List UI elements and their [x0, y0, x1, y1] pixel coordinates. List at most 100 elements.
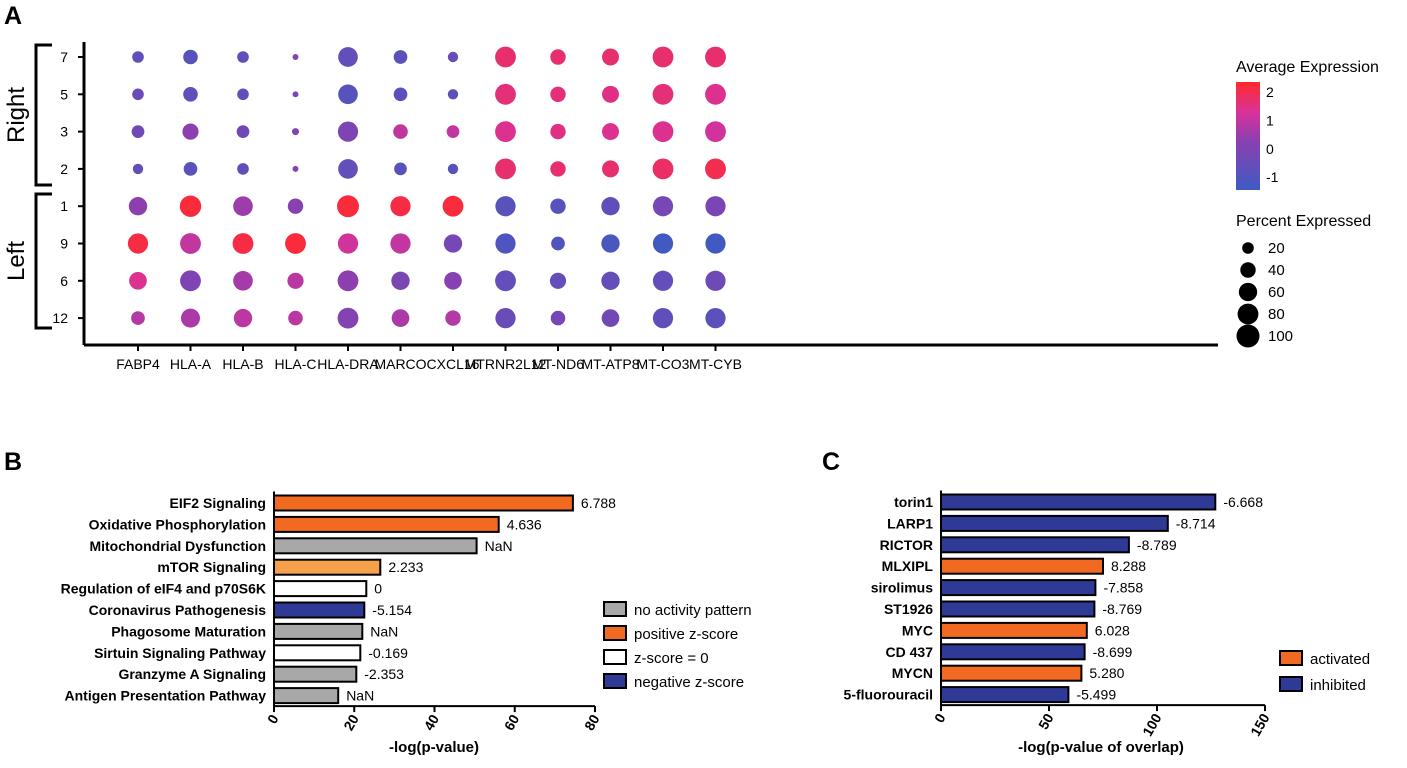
dot-hla-dra-cluster-1	[337, 195, 359, 218]
bar-pathway-4	[273, 558, 382, 576]
bar-value-label: 6.788	[581, 495, 616, 511]
dot-hla-a-cluster-1	[179, 195, 202, 217]
bar-pathway-3	[273, 537, 478, 555]
dot-mt-co3-cluster-12	[652, 307, 674, 329]
bar-value-label: 8.288	[1111, 558, 1146, 574]
dot-mtrnr2l12-cluster-7	[495, 46, 516, 68]
legend-swatch-activated	[1279, 650, 1303, 666]
legend-label: negative z-score	[634, 674, 744, 691]
legend-label: z-score = 0	[634, 650, 709, 667]
dot-hla-c-cluster-3	[292, 128, 299, 136]
x-tick-label: 100	[1139, 710, 1165, 738]
category-label: Regulation of eIF4 and p70S6K	[61, 581, 266, 597]
cluster-tick-label: 6	[60, 273, 68, 289]
x-tick-label: 150	[1247, 710, 1273, 738]
dot-fabp4-cluster-9	[127, 233, 149, 254]
dot-mtrnr2l12-cluster-1	[495, 196, 516, 217]
x-tick-label: 20	[340, 711, 362, 733]
dot-marco-cluster-12	[391, 309, 410, 327]
bar-value-label: -2.353	[364, 666, 404, 682]
category-label: RICTOR	[880, 537, 933, 553]
gene-tick-label: MT-CO3	[637, 356, 690, 372]
gene-tick-label: FABP4	[116, 356, 160, 372]
category-label: Granzyme A Signaling	[118, 666, 266, 682]
bar-pathway-6	[273, 601, 366, 619]
size-legend-dot	[1240, 262, 1256, 278]
bar-value-label: 6.028	[1095, 622, 1130, 638]
dot-hla-dra-cluster-2	[338, 159, 358, 179]
colorbar-tick-label: 0	[1266, 141, 1274, 157]
category-label: Phagosome Maturation	[111, 623, 266, 639]
category-label: mTOR Signaling	[157, 559, 266, 575]
bar-value-label: 5.280	[1089, 665, 1124, 681]
legend-label: no activity pattern	[634, 602, 752, 619]
x-tick-label: 0	[264, 711, 282, 726]
cluster-tick-label: 3	[60, 124, 68, 140]
dot-mt-cyb-cluster-5	[705, 83, 726, 105]
category-label: LARP1	[887, 515, 933, 531]
cluster-tick-label: 1	[60, 198, 68, 214]
dot-mt-nd6-cluster-1	[550, 198, 566, 214]
dot-mt-nd6-cluster-7	[550, 49, 566, 65]
bar-pathway-5	[273, 580, 368, 598]
dot-mt-nd6-cluster-12	[550, 310, 566, 326]
x-tick-label: 0	[931, 710, 949, 725]
dot-hla-dra-cluster-5	[338, 84, 358, 105]
colorbar-tick-label: -1	[1266, 169, 1279, 185]
dot-hla-c-cluster-1	[287, 198, 304, 214]
dot-hla-a-cluster-6	[180, 270, 201, 292]
dot-hla-b-cluster-6	[233, 270, 253, 291]
category-label: MYC	[902, 622, 933, 638]
dot-mt-atp8-cluster-2	[602, 160, 619, 178]
dot-cxcl16-cluster-1	[442, 195, 464, 217]
size-legend-label: 20	[1268, 240, 1285, 257]
gene-tick-label: HLA-B	[222, 356, 263, 372]
cluster-tick-label: 12	[52, 310, 68, 326]
dot-mt-co3-cluster-9	[652, 233, 674, 254]
dot-cxcl16-cluster-9	[443, 234, 463, 253]
dot-fabp4-cluster-3	[131, 125, 145, 138]
size-legend-dot	[1238, 282, 1258, 302]
dot-mt-nd6-cluster-5	[550, 86, 566, 103]
dot-mt-atp8-cluster-3	[602, 123, 619, 141]
cluster-tick-label: 7	[60, 49, 68, 65]
dot-hla-dra-cluster-9	[337, 233, 359, 254]
dot-fabp4-cluster-7	[132, 51, 144, 63]
dot-mt-nd6-cluster-6	[549, 272, 567, 289]
category-label: 5-fluorouracil	[844, 687, 933, 703]
size-legend-dot	[1236, 324, 1260, 348]
category-label: Antigen Presentation Pathway	[65, 688, 267, 704]
gene-tick-label: HLA-DRA	[317, 356, 379, 372]
dot-fabp4-cluster-2	[132, 163, 144, 175]
dot-hla-b-cluster-5	[237, 88, 249, 101]
dot-cxcl16-cluster-6	[444, 271, 462, 290]
dot-mt-co3-cluster-5	[652, 83, 674, 105]
x-tick-label: 50	[1035, 710, 1057, 732]
panel-label-c: C	[822, 448, 840, 476]
gene-tick-label: MT-ATP8	[581, 356, 639, 372]
colorbar-tick-label: 1	[1266, 112, 1274, 128]
size-legend-label: 80	[1268, 306, 1285, 323]
x-tick-label: 80	[581, 711, 603, 733]
dot-hla-a-cluster-9	[180, 233, 201, 254]
legend-swatch-inhibited	[1279, 676, 1303, 692]
dot-mt-co3-cluster-6	[652, 270, 674, 291]
dot-fabp4-cluster-5	[132, 88, 144, 101]
dot-hla-c-cluster-6	[287, 272, 304, 289]
legend-expression-title: Average Expression	[1236, 59, 1379, 76]
cluster-tick-label: 5	[60, 86, 68, 102]
bar-regulator-6	[940, 600, 1096, 618]
dot-mt-cyb-cluster-1	[705, 196, 726, 217]
dot-hla-b-cluster-3	[236, 125, 250, 138]
dot-mtrnr2l12-cluster-9	[495, 233, 516, 254]
gene-tick-label: CXCL16	[427, 356, 480, 372]
bar-pathway-2	[273, 515, 500, 533]
dot-mt-atp8-cluster-7	[602, 48, 619, 66]
dot-mtrnr2l12-cluster-6	[495, 270, 516, 292]
cluster-tick-label: 2	[60, 161, 68, 177]
cluster-tick-label: 9	[60, 236, 68, 252]
size-legend-label: 60	[1268, 284, 1285, 301]
legend-swatch-none	[603, 601, 627, 617]
bar-value-label: -8.699	[1093, 644, 1133, 660]
